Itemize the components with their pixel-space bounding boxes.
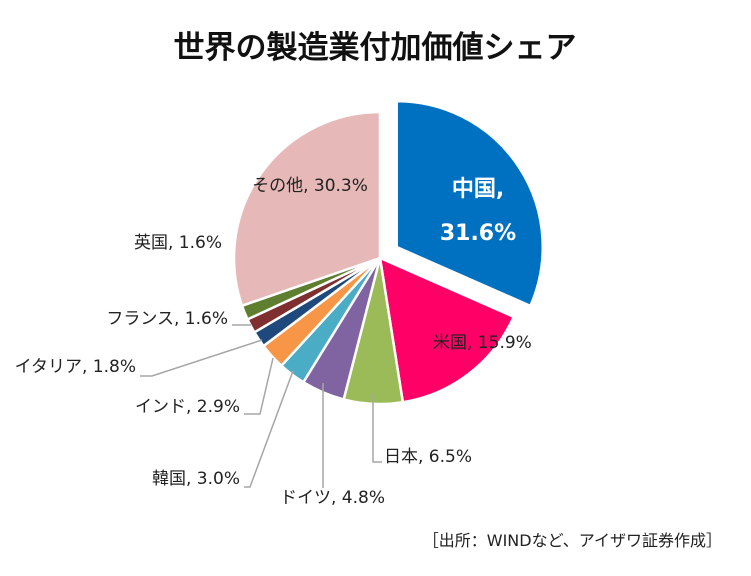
- slice-label-6: イタリア, 1.8%: [15, 357, 136, 377]
- source-note: ［出所：WINDなど、アイザワ証券作成］: [423, 531, 722, 550]
- slice-label-1: 米国, 15.9%: [433, 333, 532, 353]
- chart-title: 世界の製造業付加価値シェア: [174, 30, 577, 66]
- slice-9: [232, 110, 382, 308]
- slice-label-3: ドイツ, 4.8%: [280, 488, 385, 508]
- slice-label-0-name: 中国,: [452, 177, 504, 202]
- leader-lines: [140, 324, 382, 488]
- leader-line-2: [372, 394, 382, 463]
- slice-labels: 中国, 31.6% 米国, 15.9% 日本, 6.5% ドイツ, 4.8% 韓国, 3.…: [15, 176, 532, 508]
- pie-slices: [232, 99, 544, 406]
- leader-line-5: [244, 357, 274, 415]
- slice-label-2: 日本, 6.5%: [384, 447, 472, 467]
- slice-label-7: フランス, 1.6%: [106, 309, 228, 329]
- slice-0: [395, 99, 544, 308]
- slice-label-5: インド, 2.9%: [135, 397, 240, 417]
- slice-1: [378, 255, 516, 404]
- slice-label-0-value: 31.6%: [440, 221, 516, 246]
- leader-line-4: [244, 370, 294, 488]
- leader-line-6: [140, 339, 263, 377]
- slice-label-9: その他, 30.3%: [252, 176, 368, 196]
- slice-label-4: 韓国, 3.0%: [152, 469, 240, 489]
- slice-label-8: 英国, 1.6%: [134, 233, 222, 253]
